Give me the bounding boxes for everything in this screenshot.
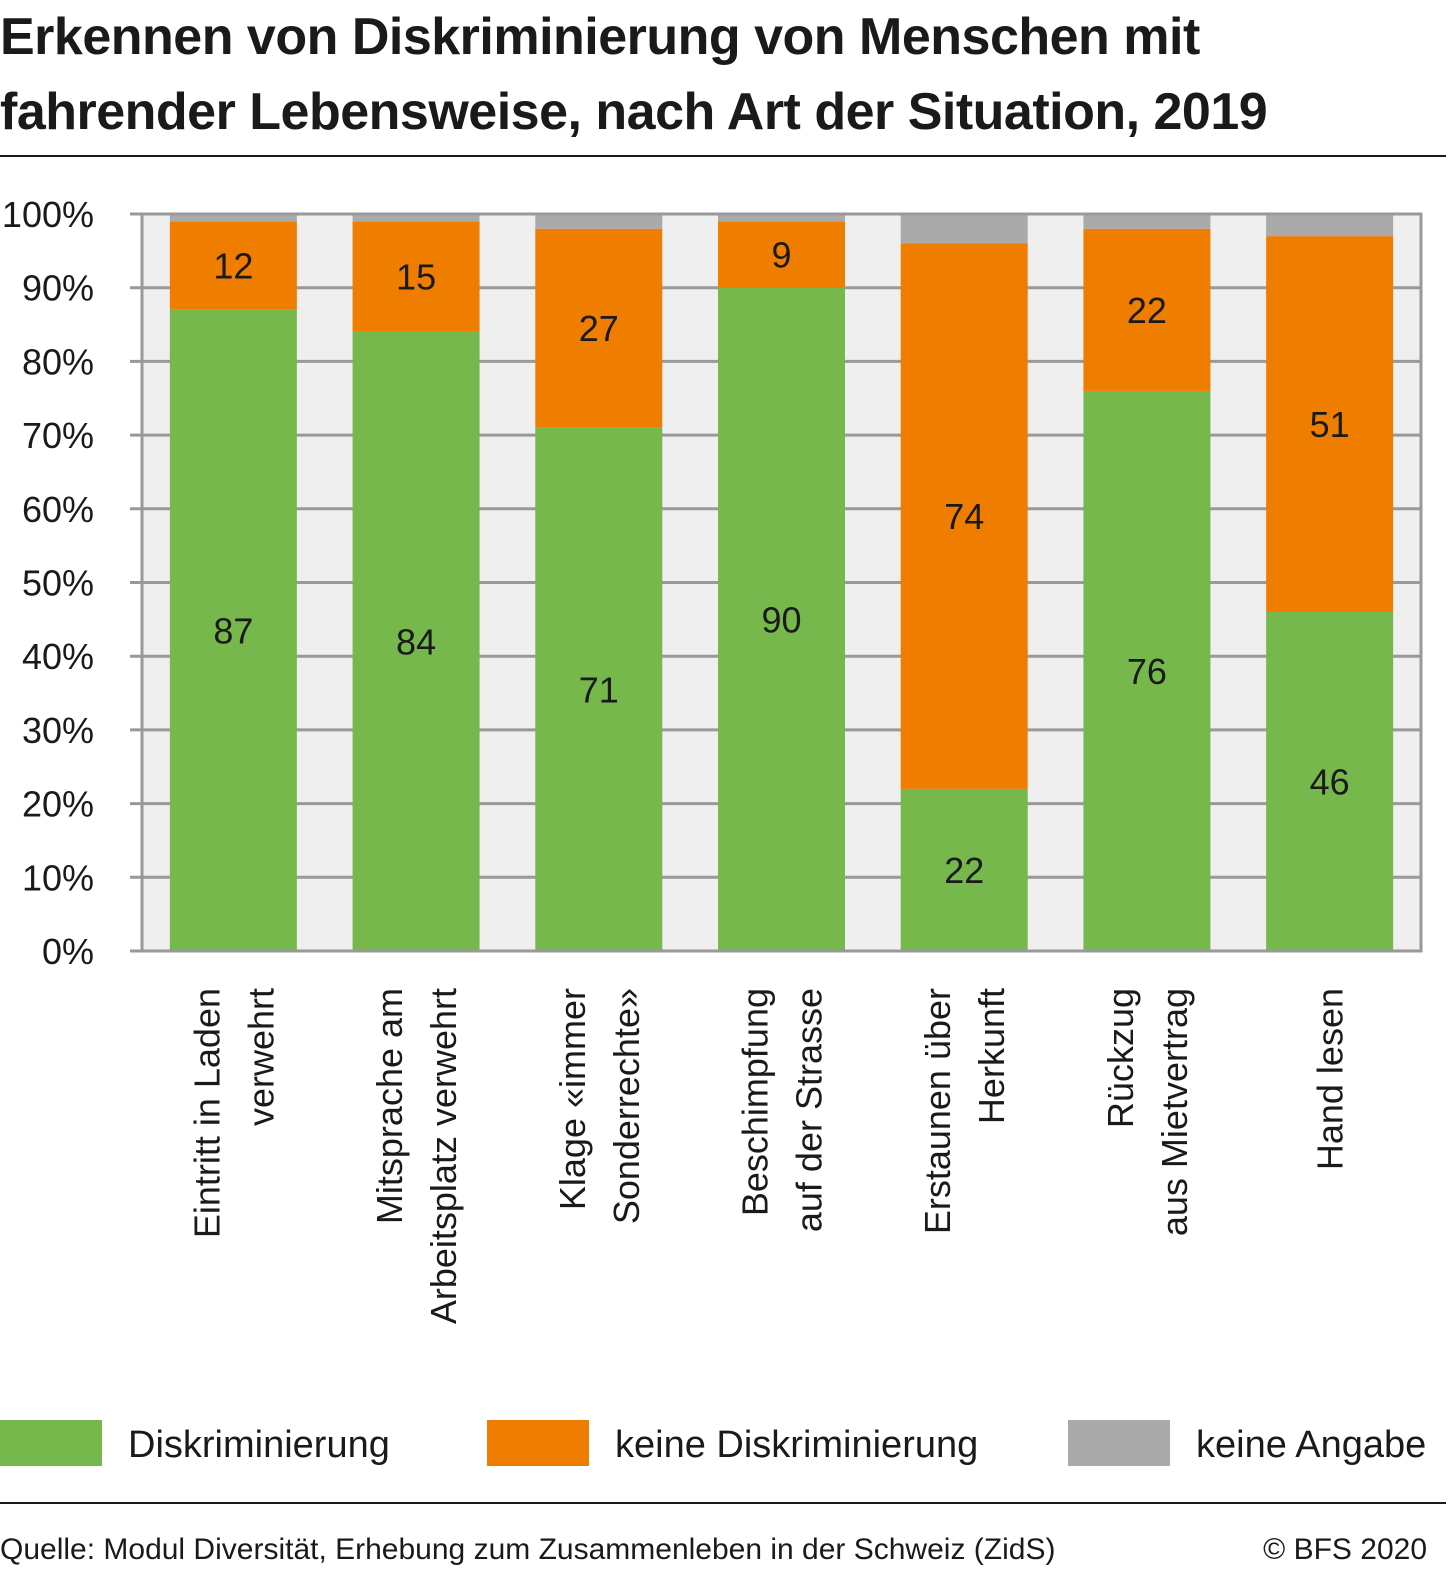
bar-segment-keine-diskriminierung bbox=[900, 243, 1028, 789]
x-category-label-line: aus Mietvertrag bbox=[1154, 988, 1195, 1236]
bar-segment-keine-diskriminierung bbox=[169, 221, 297, 310]
x-category-label-line: Rückzug bbox=[1100, 988, 1141, 1128]
value-label-diskriminierung: 87 bbox=[213, 610, 253, 651]
bar-segment-diskriminierung bbox=[169, 309, 297, 951]
bar-segment-keine-diskriminierung bbox=[1083, 228, 1211, 391]
y-tick-label: 10% bbox=[22, 857, 94, 898]
x-category-label-line: Herkunft bbox=[971, 988, 1012, 1124]
legend-swatch-keine-angabe bbox=[1068, 1420, 1170, 1466]
source-note: Quelle: Modul Diversität, Erhebung zum Z… bbox=[0, 1533, 1056, 1566]
legend-swatch-diskriminierung bbox=[0, 1420, 102, 1466]
value-label-diskriminierung: 46 bbox=[1310, 761, 1350, 802]
value-label-keine-diskriminierung: 22 bbox=[1127, 290, 1167, 331]
y-tick-label: 100% bbox=[2, 194, 94, 235]
chart-title-line-2: fahrender Lebensweise, nach Art der Situ… bbox=[0, 83, 1268, 141]
chart-title-line-1: Erkennen von Diskriminierung von Mensche… bbox=[0, 8, 1200, 66]
legend-label-diskriminierung: Diskriminierung bbox=[128, 1424, 390, 1466]
x-category-label: Eintritt in Laden verwehrt bbox=[186, 988, 281, 1238]
value-label-keine-diskriminierung: 12 bbox=[213, 246, 253, 287]
y-tick-label: 50% bbox=[22, 563, 94, 604]
x-category-label-line: Klage «immer bbox=[552, 988, 593, 1210]
y-tick-label: 90% bbox=[22, 268, 94, 309]
bar-segment-keine-angabe bbox=[169, 214, 297, 222]
bar-segment-diskriminierung bbox=[1083, 390, 1211, 951]
bar-segment-diskriminierung bbox=[535, 427, 663, 952]
x-category-label: Hand lesen bbox=[1310, 988, 1351, 1170]
x-category-label: Klage «immer Sonderrechte» bbox=[552, 988, 647, 1224]
x-category-label-line: Erstaunen über bbox=[917, 988, 958, 1234]
copyright-note: © BFS 2020 bbox=[1263, 1533, 1427, 1566]
stacked-bar-chart: 87 12 84 15 71 27 90 9 22 74 76 22 46 51 0% 10% 20% 30% 4… bbox=[2, 194, 1423, 1324]
x-category-label: Mitsprache am Arbeitsplatz verwehrt bbox=[369, 988, 464, 1324]
x-category-label-line: Mitsprache am bbox=[369, 988, 410, 1224]
bar-segment-keine-angabe bbox=[352, 214, 480, 222]
y-tick-label: 0% bbox=[42, 931, 94, 972]
value-label-keine-diskriminierung: 15 bbox=[396, 257, 436, 298]
x-category-label: Beschimpfung auf der Strasse bbox=[735, 988, 830, 1232]
bar-segment-keine-angabe bbox=[1083, 214, 1211, 229]
bar-segment-diskriminierung bbox=[352, 331, 480, 951]
y-tick-label: 80% bbox=[22, 341, 94, 382]
bar-segment-keine-diskriminierung bbox=[718, 221, 845, 288]
value-label-diskriminierung: 90 bbox=[761, 599, 801, 640]
x-category-label: Erstaunen über Herkunft bbox=[917, 988, 1012, 1234]
y-tick-label: 30% bbox=[22, 710, 94, 751]
title-divider bbox=[0, 155, 1446, 157]
value-label-diskriminierung: 84 bbox=[396, 621, 436, 662]
y-tick-label: 60% bbox=[22, 489, 94, 530]
x-category-label-line: auf der Strasse bbox=[789, 988, 830, 1232]
x-category-label-line: Hand lesen bbox=[1310, 988, 1351, 1170]
x-category-label-line: Eintritt in Laden bbox=[186, 988, 227, 1238]
bar-segment-keine-angabe bbox=[535, 214, 663, 229]
bar-segment-diskriminierung bbox=[718, 287, 845, 951]
value-label-diskriminierung: 22 bbox=[944, 850, 984, 891]
x-category-label-line: Beschimpfung bbox=[735, 988, 776, 1216]
bar-segment-diskriminierung bbox=[900, 788, 1028, 951]
x-category-label-line: Arbeitsplatz verwehrt bbox=[423, 988, 464, 1324]
bar-segment-keine-diskriminierung bbox=[1266, 236, 1394, 612]
legend-swatch-keine-diskriminierung bbox=[487, 1420, 589, 1466]
legend-label-keine-angabe: keine Angabe bbox=[1196, 1424, 1427, 1466]
value-label-keine-diskriminierung: 51 bbox=[1310, 404, 1350, 445]
bar-segment-keine-diskriminierung bbox=[535, 228, 663, 428]
value-label-keine-diskriminierung: 9 bbox=[771, 235, 791, 276]
value-label-keine-diskriminierung: 74 bbox=[944, 496, 984, 537]
bar-segment-diskriminierung bbox=[1266, 611, 1394, 951]
value-label-diskriminierung: 76 bbox=[1127, 651, 1167, 692]
footer-divider bbox=[0, 1502, 1446, 1504]
bar-segment-keine-diskriminierung bbox=[352, 221, 480, 332]
value-label-diskriminierung: 71 bbox=[579, 669, 619, 710]
bar-segment-keine-angabe bbox=[900, 214, 1028, 244]
y-tick-label: 40% bbox=[22, 636, 94, 677]
chart-title: Erkennen von Diskriminierung von Mensche… bbox=[0, 0, 1440, 150]
x-category-label-line: verwehrt bbox=[240, 988, 281, 1126]
y-tick-label: 20% bbox=[22, 784, 94, 825]
legend: Diskriminierung keine Diskriminierung ke… bbox=[0, 1420, 1449, 1470]
bar-segment-keine-angabe bbox=[718, 214, 845, 222]
x-category-label-line: Sonderrechte» bbox=[606, 988, 647, 1224]
x-category-label: Rückzug aus Mietvertrag bbox=[1100, 988, 1195, 1236]
y-tick-label: 70% bbox=[22, 415, 94, 456]
value-label-keine-diskriminierung: 27 bbox=[579, 308, 619, 349]
legend-label-keine-diskriminierung: keine Diskriminierung bbox=[615, 1424, 979, 1466]
bar-segment-keine-angabe bbox=[1266, 214, 1394, 237]
